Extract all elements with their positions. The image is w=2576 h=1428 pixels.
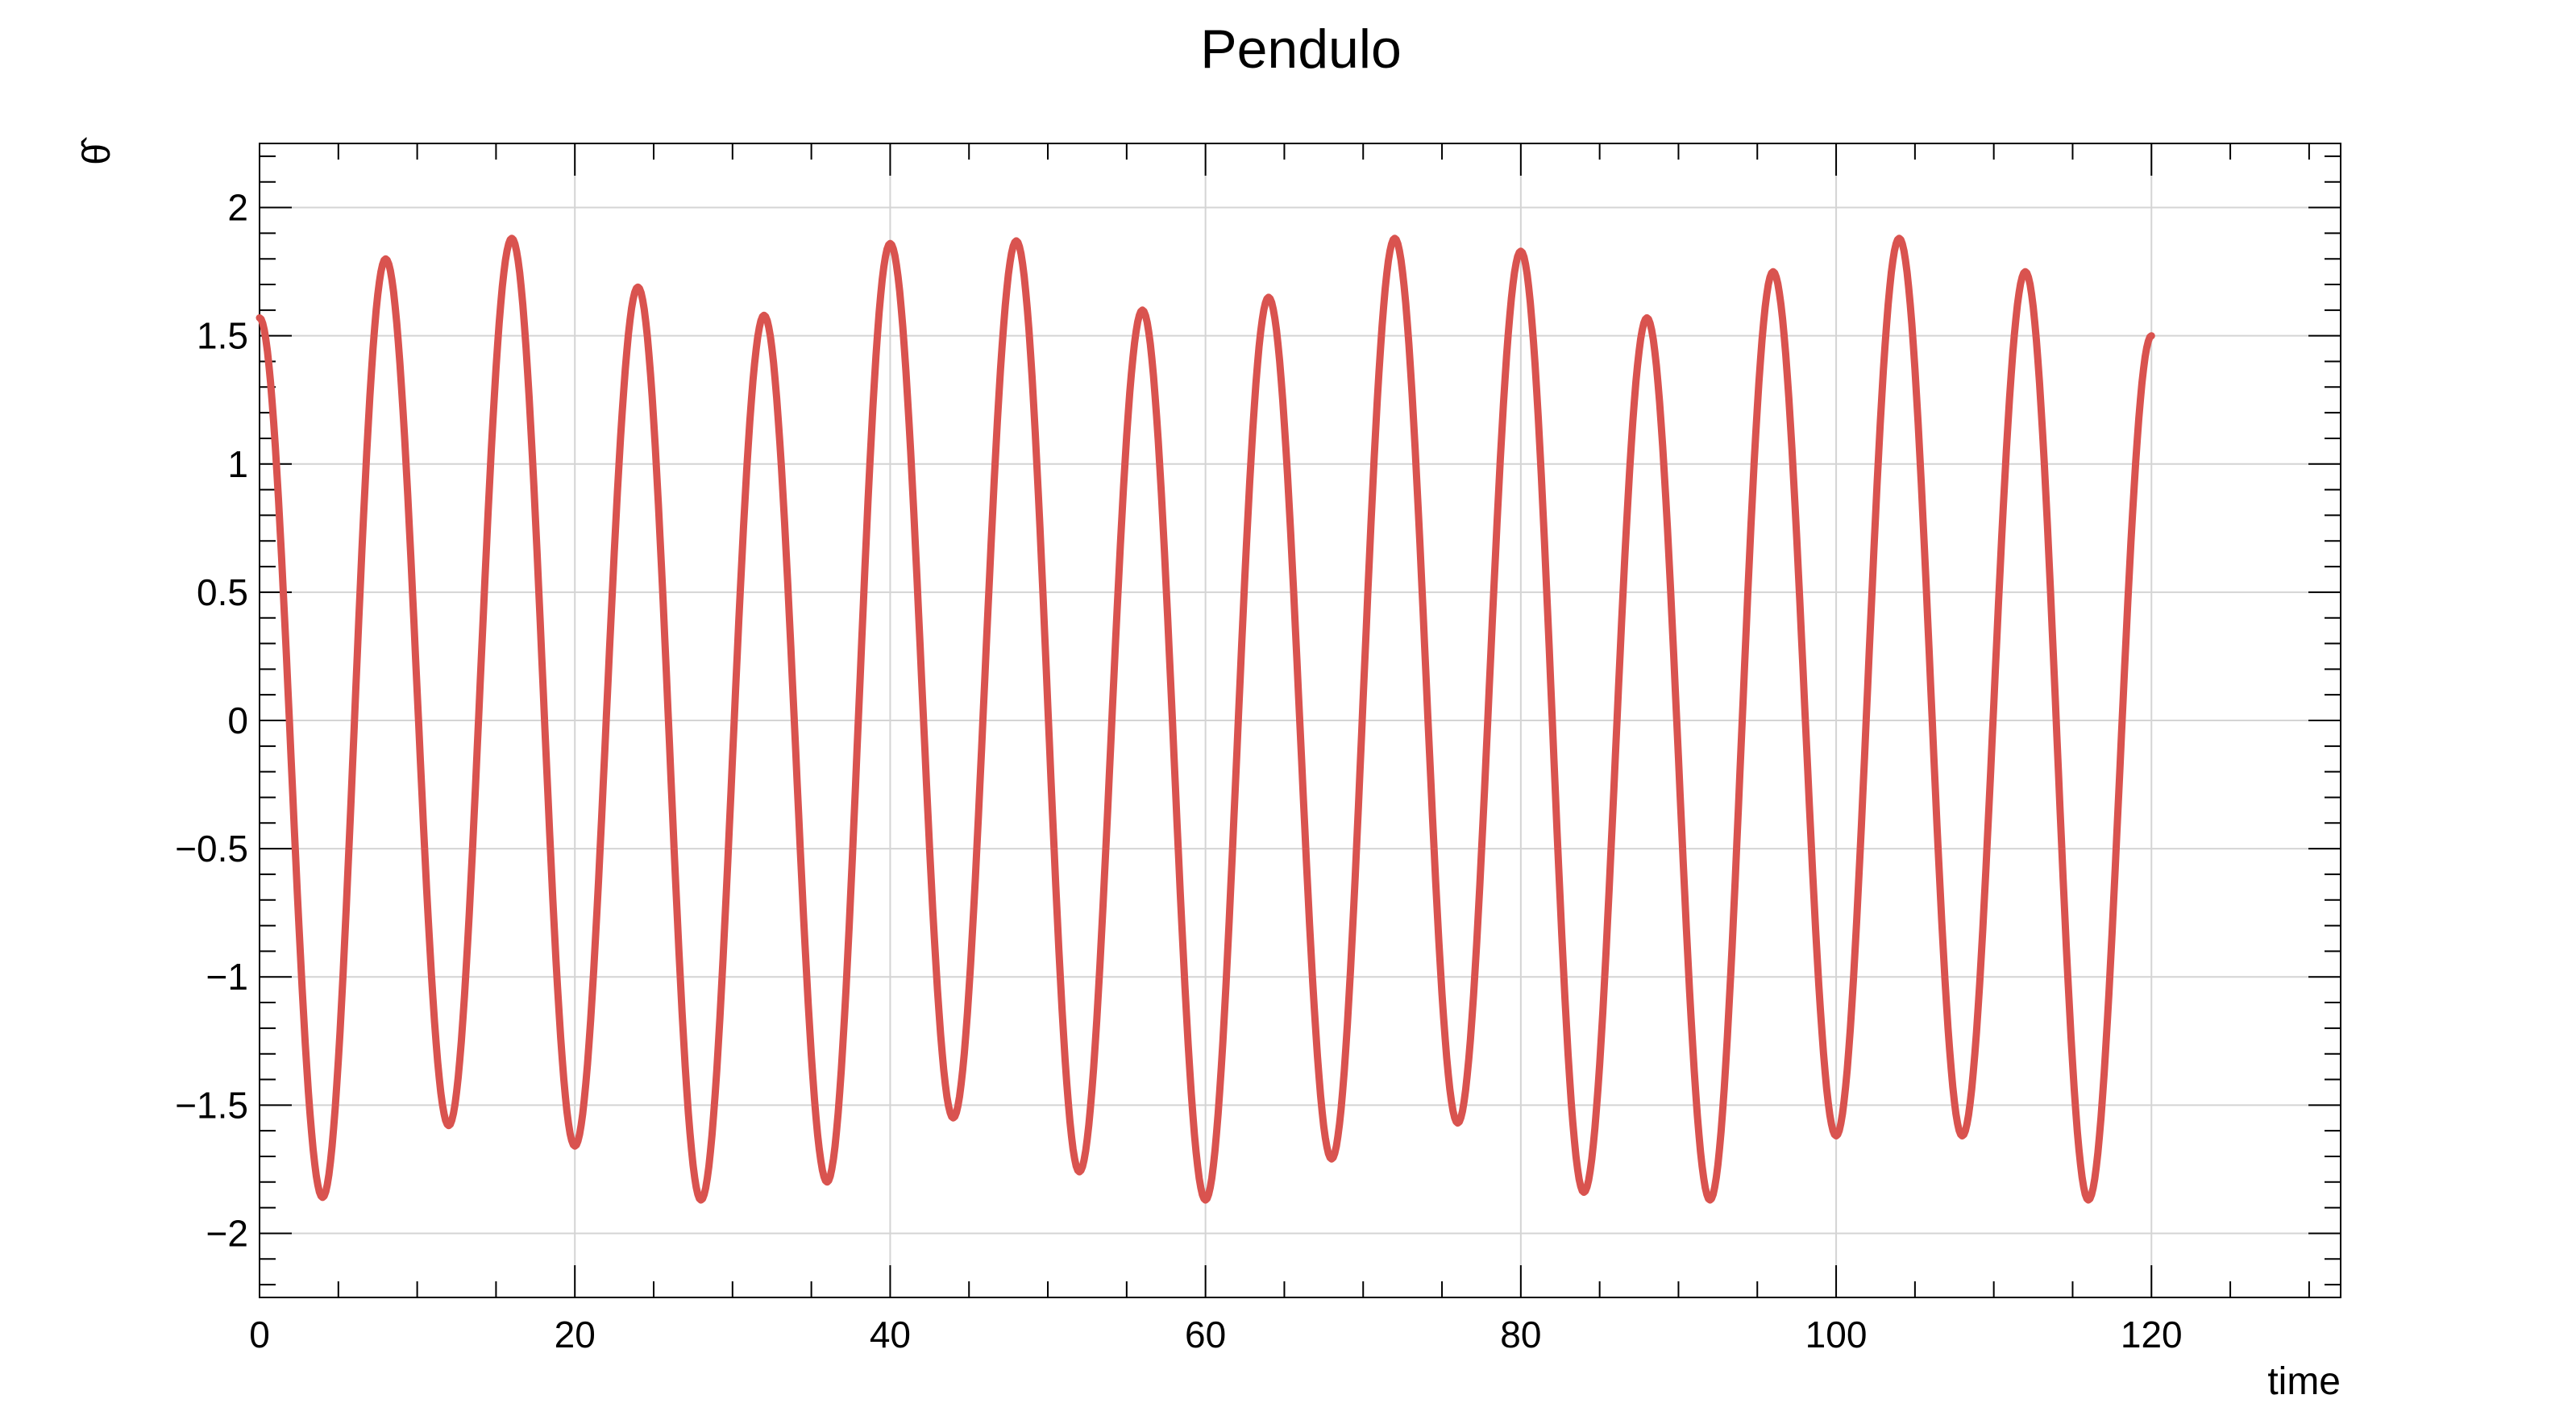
y-tick-label: −0.5: [175, 828, 248, 870]
y-tick-label: 1: [227, 443, 248, 485]
x-axis-label: time: [2267, 1360, 2341, 1403]
y-tick-label: 2: [227, 187, 248, 229]
y-tick-label: −1: [206, 956, 248, 998]
x-tick-label: 0: [249, 1314, 270, 1355]
x-tick-label: 40: [870, 1314, 911, 1355]
y-tick-label: 0: [227, 699, 248, 741]
y-tick-label: 0.5: [197, 571, 248, 613]
y-tick-label: −2: [206, 1212, 248, 1254]
x-tick-labels: 0 20 40 60 80 100 120: [249, 1314, 2182, 1355]
x-tick-label: 60: [1185, 1314, 1226, 1355]
chart-title: Pendulo: [1200, 19, 1402, 80]
y-tick-label: 1.5: [197, 315, 248, 357]
series-line: [256, 235, 2155, 1204]
x-tick-label: 120: [2121, 1314, 2183, 1355]
x-tick-label: 100: [1805, 1314, 1868, 1355]
x-tick-label: 20: [555, 1314, 596, 1355]
y-axis-label: θ̂: [76, 137, 118, 165]
y-tick-label: −1.5: [175, 1084, 248, 1126]
y-tick-labels: −2 −1.5 −1 −0.5 0 0.5 1 1.5 2: [175, 187, 248, 1255]
axis-ticks: [259, 143, 2341, 1297]
x-tick-label: 80: [1500, 1314, 1541, 1355]
